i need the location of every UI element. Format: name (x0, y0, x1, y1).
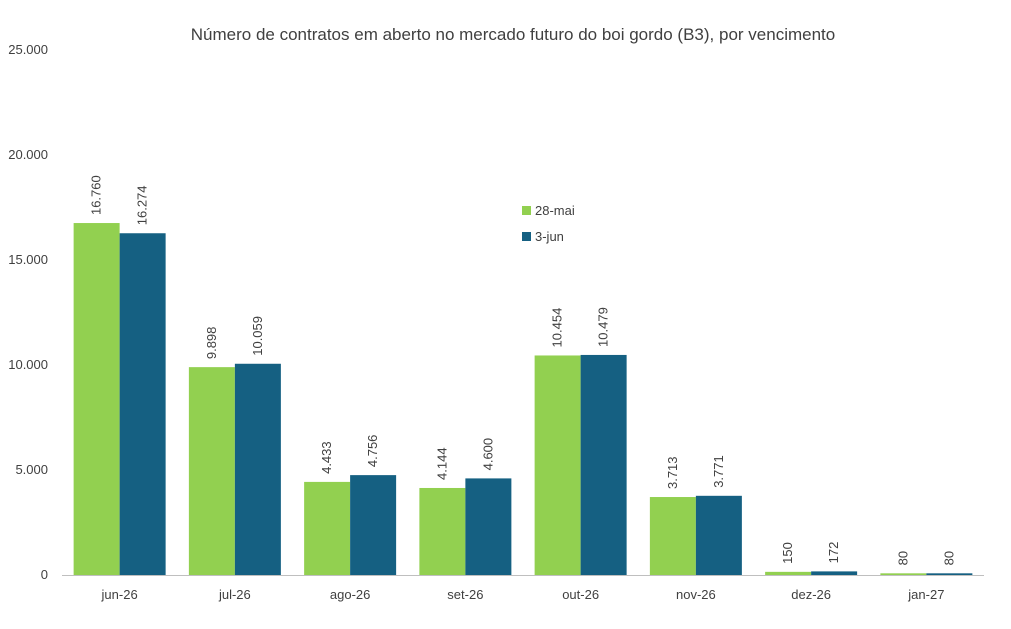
bar-series1-jul-26 (188, 367, 235, 575)
bar-series1-jan-27 (880, 573, 927, 575)
bar-series2-set-26 (465, 478, 512, 575)
x-category-label: ago-26 (330, 587, 370, 602)
data-label: 150 (780, 542, 795, 564)
y-tick-label: 25.000 (8, 42, 48, 57)
x-category-label: set-26 (447, 587, 483, 602)
bar-series1-nov-26 (649, 497, 696, 575)
chart-title: Número de contratos em aberto no mercado… (191, 25, 835, 44)
bar-series2-dez-26 (811, 571, 858, 575)
data-label: 9.898 (204, 327, 219, 360)
y-tick-label: 20.000 (8, 147, 48, 162)
data-label: 3.713 (665, 456, 680, 489)
y-tick-label: 5.000 (15, 462, 48, 477)
data-label: 4.144 (434, 447, 449, 480)
bar-series2-jun-26 (119, 233, 166, 575)
x-category-label: out-26 (562, 587, 599, 602)
data-label: 10.059 (250, 316, 265, 356)
y-tick-label: 10.000 (8, 357, 48, 372)
y-axis: 0 5.000 10.000 15.000 20.000 25.000 (8, 42, 48, 582)
x-axis: jun-26 jul-26 ago-26 set-26 out-26 nov-26 dez-… (101, 587, 945, 602)
y-tick-label: 0 (41, 567, 48, 582)
bar-series1-out-26 (534, 355, 581, 575)
x-category-label: dez-26 (791, 587, 831, 602)
data-label: 4.433 (319, 441, 334, 474)
bar-series1-set-26 (419, 487, 466, 575)
x-category-label: nov-26 (676, 587, 716, 602)
bar-series2-jul-26 (234, 363, 281, 575)
bar-series1-jun-26 (73, 223, 120, 576)
data-label: 172 (826, 542, 841, 564)
data-label: 10.454 (550, 308, 565, 348)
data-label: 80 (895, 551, 910, 565)
bar-series2-ago-26 (350, 475, 397, 575)
y-tick-label: 15.000 (8, 252, 48, 267)
x-category-label: jul-26 (218, 587, 251, 602)
bar-series2-nov-26 (695, 495, 742, 575)
data-label: 10.479 (596, 307, 611, 347)
legend-label: 3-jun (535, 229, 564, 244)
data-label: 16.274 (135, 185, 150, 225)
data-label: 16.760 (89, 175, 104, 215)
bar-series2-out-26 (580, 354, 627, 575)
data-label: 80 (941, 551, 956, 565)
legend-swatch (522, 232, 531, 241)
legend: 28-mai 3-jun (522, 203, 575, 244)
x-category-label: jun-26 (101, 587, 138, 602)
bars-group (73, 223, 973, 576)
data-label: 4.600 (480, 438, 495, 471)
bar-series1-dez-26 (765, 571, 812, 575)
data-labels-group: 16.760 16.274 9.898 10.059 4.433 4.756 4.144 4.… (89, 175, 957, 565)
x-category-label: jan-27 (907, 587, 944, 602)
data-label: 3.771 (711, 455, 726, 488)
bar-series2-jan-27 (926, 573, 973, 575)
data-label: 4.756 (365, 435, 380, 468)
legend-label: 28-mai (535, 203, 575, 218)
legend-swatch (522, 206, 531, 215)
bar-series1-ago-26 (304, 481, 351, 575)
